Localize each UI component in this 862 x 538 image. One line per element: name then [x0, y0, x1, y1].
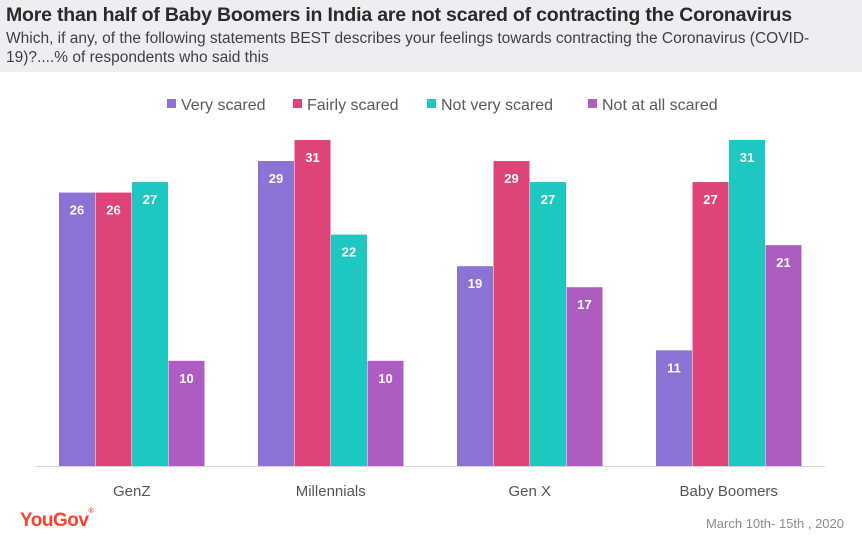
data-label: 29	[504, 171, 518, 186]
data-label: 26	[106, 203, 120, 218]
bar-gen-x-not-very-scared	[530, 182, 566, 466]
bar-group-genz: 26 26 27 10	[59, 182, 205, 467]
legend-item-not-at-all-scared: Not at all scared	[588, 97, 718, 115]
legend-label: Not very scared	[441, 97, 554, 114]
data-label: 27	[541, 192, 555, 207]
bar-millennials-fairly-scared	[294, 140, 331, 466]
bar-baby-boomers-not-very-scared	[729, 140, 765, 466]
bar-baby-boomers-fairly-scared	[692, 182, 729, 466]
bar-gen-x-fairly-scared	[493, 161, 530, 466]
bar-baby-boomers-very-scared	[656, 350, 692, 466]
bar-millennials-very-scared	[258, 161, 294, 466]
data-label: 21	[776, 255, 790, 270]
data-label: 27	[703, 192, 717, 207]
legend-label: Not at all scared	[602, 97, 718, 114]
legend-item-fairly-scared: Fairly scared	[293, 97, 399, 115]
bar-group-millennials: 29 31 22 10	[258, 140, 404, 466]
bar-gen-x-not-at-all-scared	[566, 287, 603, 466]
x-tick-label: Gen X	[508, 483, 551, 500]
header-band: More than half of Baby Boomers in India …	[0, 0, 862, 72]
yougov-logo: YouGov®	[20, 507, 94, 532]
data-label: 19	[468, 276, 482, 291]
brand-registered-mark: ®	[88, 507, 94, 515]
bar-genz-not-at-all-scared	[168, 360, 205, 466]
bar-genz-very-scared	[59, 192, 95, 467]
data-label: 17	[577, 297, 591, 312]
bar-millennials-not-very-scared	[331, 234, 367, 466]
data-label: 29	[269, 171, 283, 186]
bar-millennials-not-at-all-scared	[367, 360, 404, 466]
legend-item-very-scared: Very scared	[167, 97, 265, 115]
bar-genz-fairly-scared	[95, 192, 132, 467]
data-label: 22	[342, 245, 356, 260]
bar-group-gen-x: 19 29 27 17	[457, 161, 603, 466]
data-label: 10	[378, 371, 392, 386]
chart-title: More than half of Baby Boomers in India …	[6, 4, 792, 26]
brand-name: YouGov	[20, 510, 89, 531]
bar-baby-boomers-not-at-all-scared	[765, 245, 802, 466]
legend-label: Very scared	[181, 97, 266, 114]
legend-label: Fairly scared	[307, 97, 399, 114]
data-label: 10	[179, 371, 193, 386]
bar-gen-x-very-scared	[457, 266, 493, 466]
x-tick-label: GenZ	[113, 483, 151, 500]
chart-legend: Very scared Fairly scared Not very scared N…	[0, 97, 862, 117]
legend-item-not-very-scared: Not very scared	[427, 97, 553, 115]
data-label: 31	[740, 150, 754, 165]
legend-swatch	[293, 99, 302, 109]
legend-swatch	[427, 99, 436, 109]
legend-swatch	[588, 99, 597, 109]
data-label: 27	[143, 192, 157, 207]
data-label: 31	[305, 150, 319, 165]
legend-swatch	[167, 99, 176, 109]
bar-group-baby-boomers: 11 27 31 21	[656, 140, 802, 466]
chart-subtitle: Which, if any, of the following statemen…	[6, 30, 810, 66]
x-tick-label: Baby Boomers	[680, 483, 778, 500]
data-label: 26	[70, 203, 84, 218]
bar-genz-not-very-scared	[132, 182, 168, 466]
data-label: 11	[667, 360, 681, 375]
survey-date: March 10th- 15th , 2020	[705, 516, 844, 531]
x-tick-label: Millennials	[296, 483, 366, 500]
